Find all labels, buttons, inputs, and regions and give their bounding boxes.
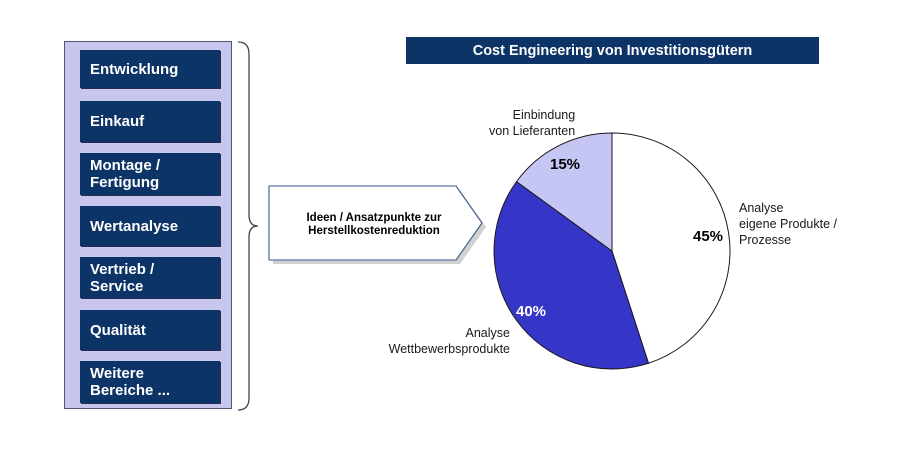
- pct-eigene-produkte: 45%: [693, 228, 724, 245]
- department-panel: Entwicklung Einkauf Montage / Fertigung …: [64, 41, 232, 409]
- department-entwicklung: Entwicklung: [80, 50, 220, 88]
- pie-slice-wettbewerb: [493, 180, 650, 370]
- pie-slice-eigene-produkte: [611, 132, 731, 364]
- department-montage-fertigung: Montage / Fertigung: [80, 153, 220, 195]
- department-einkauf: Einkauf: [80, 101, 220, 142]
- curly-brace: [237, 41, 259, 411]
- department-wertanalyse: Wertanalyse: [80, 206, 220, 246]
- department-weitere-bereiche: Weitere Bereiche ...: [80, 361, 220, 403]
- pie-slice-lieferanten: [515, 132, 613, 252]
- slice-label-lieferanten: Einbindung von Lieferanten: [489, 108, 576, 138]
- slice-label-wettbewerb: Analyse Wettbewerbsprodukte: [388, 326, 510, 356]
- department-vertrieb-service: Vertrieb / Service: [80, 257, 220, 298]
- pct-wettbewerb: 40%: [516, 303, 547, 320]
- chart-title: Cost Engineering von Investitionsgütern: [406, 37, 819, 64]
- arrow-label: Ideen / Ansatzpunkte zur Herstellkostenr…: [306, 212, 442, 237]
- slice-label-eigene-produkte: Analyse eigene Produkte / Prozesse: [739, 201, 837, 247]
- department-qualitaet: Qualität: [80, 310, 220, 350]
- pct-lieferanten: 15%: [550, 156, 581, 173]
- idea-arrow: [268, 185, 486, 264]
